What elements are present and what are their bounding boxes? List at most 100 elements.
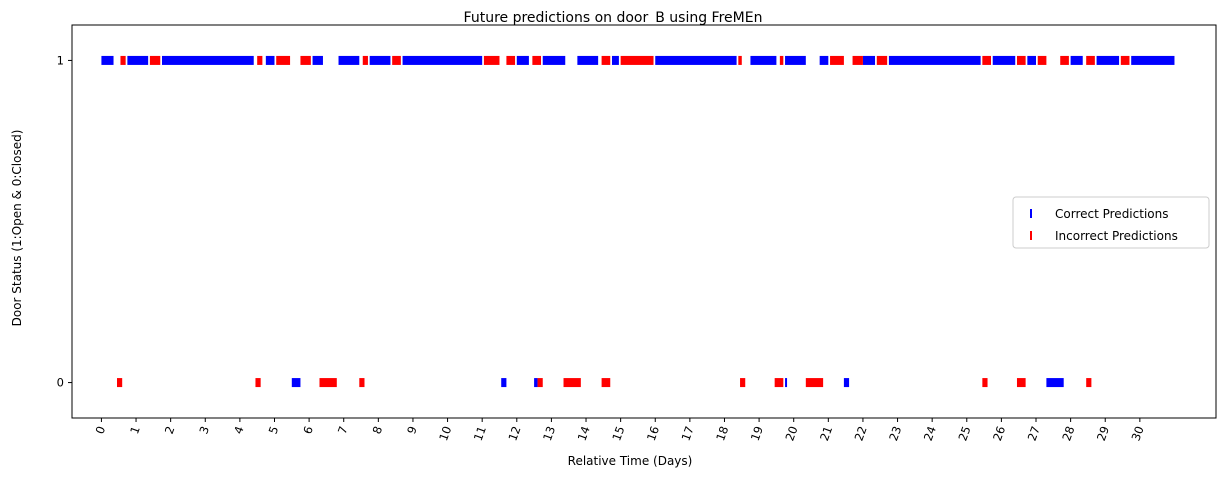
- prediction-mark-correct-4: [312, 55, 323, 65]
- prediction-mark-correct-27: [843, 378, 850, 388]
- prediction-mark-correct-6: [369, 55, 391, 65]
- prediction-mark-incorrect-15: [852, 55, 863, 65]
- prediction-mark-incorrect-9: [532, 55, 542, 65]
- prediction-mark-incorrect-11: [620, 55, 654, 65]
- x-tick-label: 2: [162, 424, 178, 436]
- prediction-mark-incorrect-18: [1016, 55, 1026, 65]
- x-tick-label: 6: [300, 424, 316, 436]
- x-axis: 0 1 2 3 4 5 6 7 8 9 10 11 12 13 14 15 16 17 18 19 20 21 22 23 24…: [93, 418, 1147, 443]
- chart-title: Future predictions on door_B using FreME…: [464, 10, 763, 26]
- x-tick-label: 14: [575, 424, 593, 443]
- x-tick-label: 10: [436, 424, 454, 443]
- prediction-mark-incorrect-16: [876, 55, 888, 65]
- x-tick-label: 17: [679, 424, 697, 443]
- plot-area: [101, 55, 1175, 388]
- prediction-mark-incorrect-14: [830, 55, 844, 65]
- x-tick-label: 13: [540, 424, 558, 443]
- prediction-mark-correct-1: [127, 55, 149, 65]
- x-tick-label: 20: [782, 424, 800, 443]
- prediction-mark-correct-18: [992, 55, 1016, 65]
- prediction-mark-incorrect-10: [601, 55, 611, 65]
- prediction-mark-correct-26: [785, 378, 788, 388]
- x-tick-label: 16: [644, 424, 662, 443]
- prediction-mark-incorrect-29: [601, 378, 611, 388]
- prediction-mark-correct-21: [1096, 55, 1120, 65]
- prediction-mark-correct-15: [819, 55, 829, 65]
- prediction-mark-correct-23: [291, 378, 301, 388]
- prediction-mark-incorrect-35: [1086, 378, 1092, 388]
- x-tick-label: 30: [1129, 424, 1147, 443]
- x-tick-label: 9: [404, 424, 420, 436]
- prediction-mark-correct-10: [577, 55, 599, 65]
- y-axis-label: Door Status (1:Open & 0:Closed): [10, 130, 24, 327]
- prediction-mark-correct-28: [1046, 378, 1064, 388]
- x-tick-label: 7: [335, 424, 351, 436]
- prediction-mark-incorrect-32: [805, 378, 824, 388]
- legend-marker-correct: [1030, 209, 1032, 218]
- prediction-mark-correct-25: [534, 378, 538, 388]
- prediction-mark-incorrect-34: [1016, 378, 1026, 388]
- prediction-mark-incorrect-30: [740, 378, 746, 388]
- prediction-mark-correct-17: [888, 55, 981, 65]
- x-tick-label: 18: [713, 424, 731, 443]
- prediction-mark-incorrect-23: [117, 378, 123, 388]
- x-tick-label: 23: [886, 424, 904, 443]
- x-tick-label: 4: [231, 424, 247, 436]
- x-tick-label: 12: [505, 424, 523, 443]
- prediction-mark-correct-13: [750, 55, 777, 65]
- y-tick-label: 0: [57, 376, 64, 390]
- legend: Correct Predictions Incorrect Prediction…: [1012, 196, 1210, 249]
- prediction-mark-correct-14: [785, 55, 806, 65]
- x-tick-label: 8: [369, 424, 385, 436]
- prediction-mark-incorrect-21: [1086, 55, 1095, 65]
- x-tick-label: 27: [1025, 424, 1043, 443]
- prediction-mark-incorrect-19: [1037, 55, 1047, 65]
- prediction-mark-incorrect-2: [257, 55, 263, 65]
- prediction-mark-correct-8: [516, 55, 529, 65]
- prediction-mark-incorrect-26: [359, 378, 365, 388]
- prediction-mark-incorrect-24: [255, 378, 261, 388]
- prediction-mark-incorrect-20: [1060, 55, 1069, 65]
- prediction-mark-incorrect-0: [120, 55, 126, 65]
- x-tick-label: 22: [852, 424, 870, 443]
- prediction-mark-correct-7: [402, 55, 483, 65]
- prediction-mark-correct-0: [101, 55, 114, 65]
- prediction-mark-incorrect-33: [982, 378, 988, 388]
- prediction-mark-correct-3: [265, 55, 275, 65]
- prediction-mark-correct-22: [1131, 55, 1175, 65]
- x-tick-label: 25: [955, 424, 973, 443]
- x-axis-label: Relative Time (Days): [568, 454, 693, 468]
- x-tick-label: 5: [266, 424, 282, 436]
- legend-label-correct: Correct Predictions: [1055, 207, 1168, 221]
- x-tick-label: 19: [748, 424, 766, 443]
- legend-marker-incorrect: [1030, 231, 1032, 240]
- x-tick-label: 28: [1059, 424, 1077, 443]
- x-tick-label: 1: [127, 424, 143, 436]
- prediction-mark-correct-12: [655, 55, 737, 65]
- y-axis: 01: [57, 53, 72, 390]
- prediction-mark-incorrect-22: [1120, 55, 1130, 65]
- prediction-mark-correct-2: [162, 55, 254, 65]
- prediction-mark-incorrect-27: [537, 378, 543, 388]
- x-tick-label: 21: [817, 424, 835, 443]
- prediction-mark-correct-9: [542, 55, 566, 65]
- prediction-mark-incorrect-25: [319, 378, 337, 388]
- prediction-mark-incorrect-13: [779, 55, 784, 65]
- prediction-mark-correct-24: [501, 378, 507, 388]
- prediction-mark-incorrect-4: [300, 55, 311, 65]
- prediction-mark-incorrect-1: [149, 55, 161, 65]
- y-tick-label: 1: [57, 53, 64, 67]
- prediction-mark-incorrect-6: [392, 55, 401, 65]
- prediction-mark-incorrect-5: [362, 55, 368, 65]
- prediction-mark-incorrect-31: [774, 378, 784, 388]
- prediction-mark-incorrect-12: [738, 55, 742, 65]
- prediction-mark-incorrect-28: [563, 378, 581, 388]
- x-tick-label: 3: [196, 424, 212, 436]
- legend-box: [1012, 196, 1210, 249]
- prediction-mark-correct-5: [338, 55, 360, 65]
- prediction-mark-correct-20: [1070, 55, 1083, 65]
- x-tick-label: 24: [921, 424, 939, 443]
- prediction-mark-incorrect-3: [276, 55, 291, 65]
- x-tick-label: 15: [609, 424, 627, 443]
- x-tick-label: 11: [471, 424, 489, 443]
